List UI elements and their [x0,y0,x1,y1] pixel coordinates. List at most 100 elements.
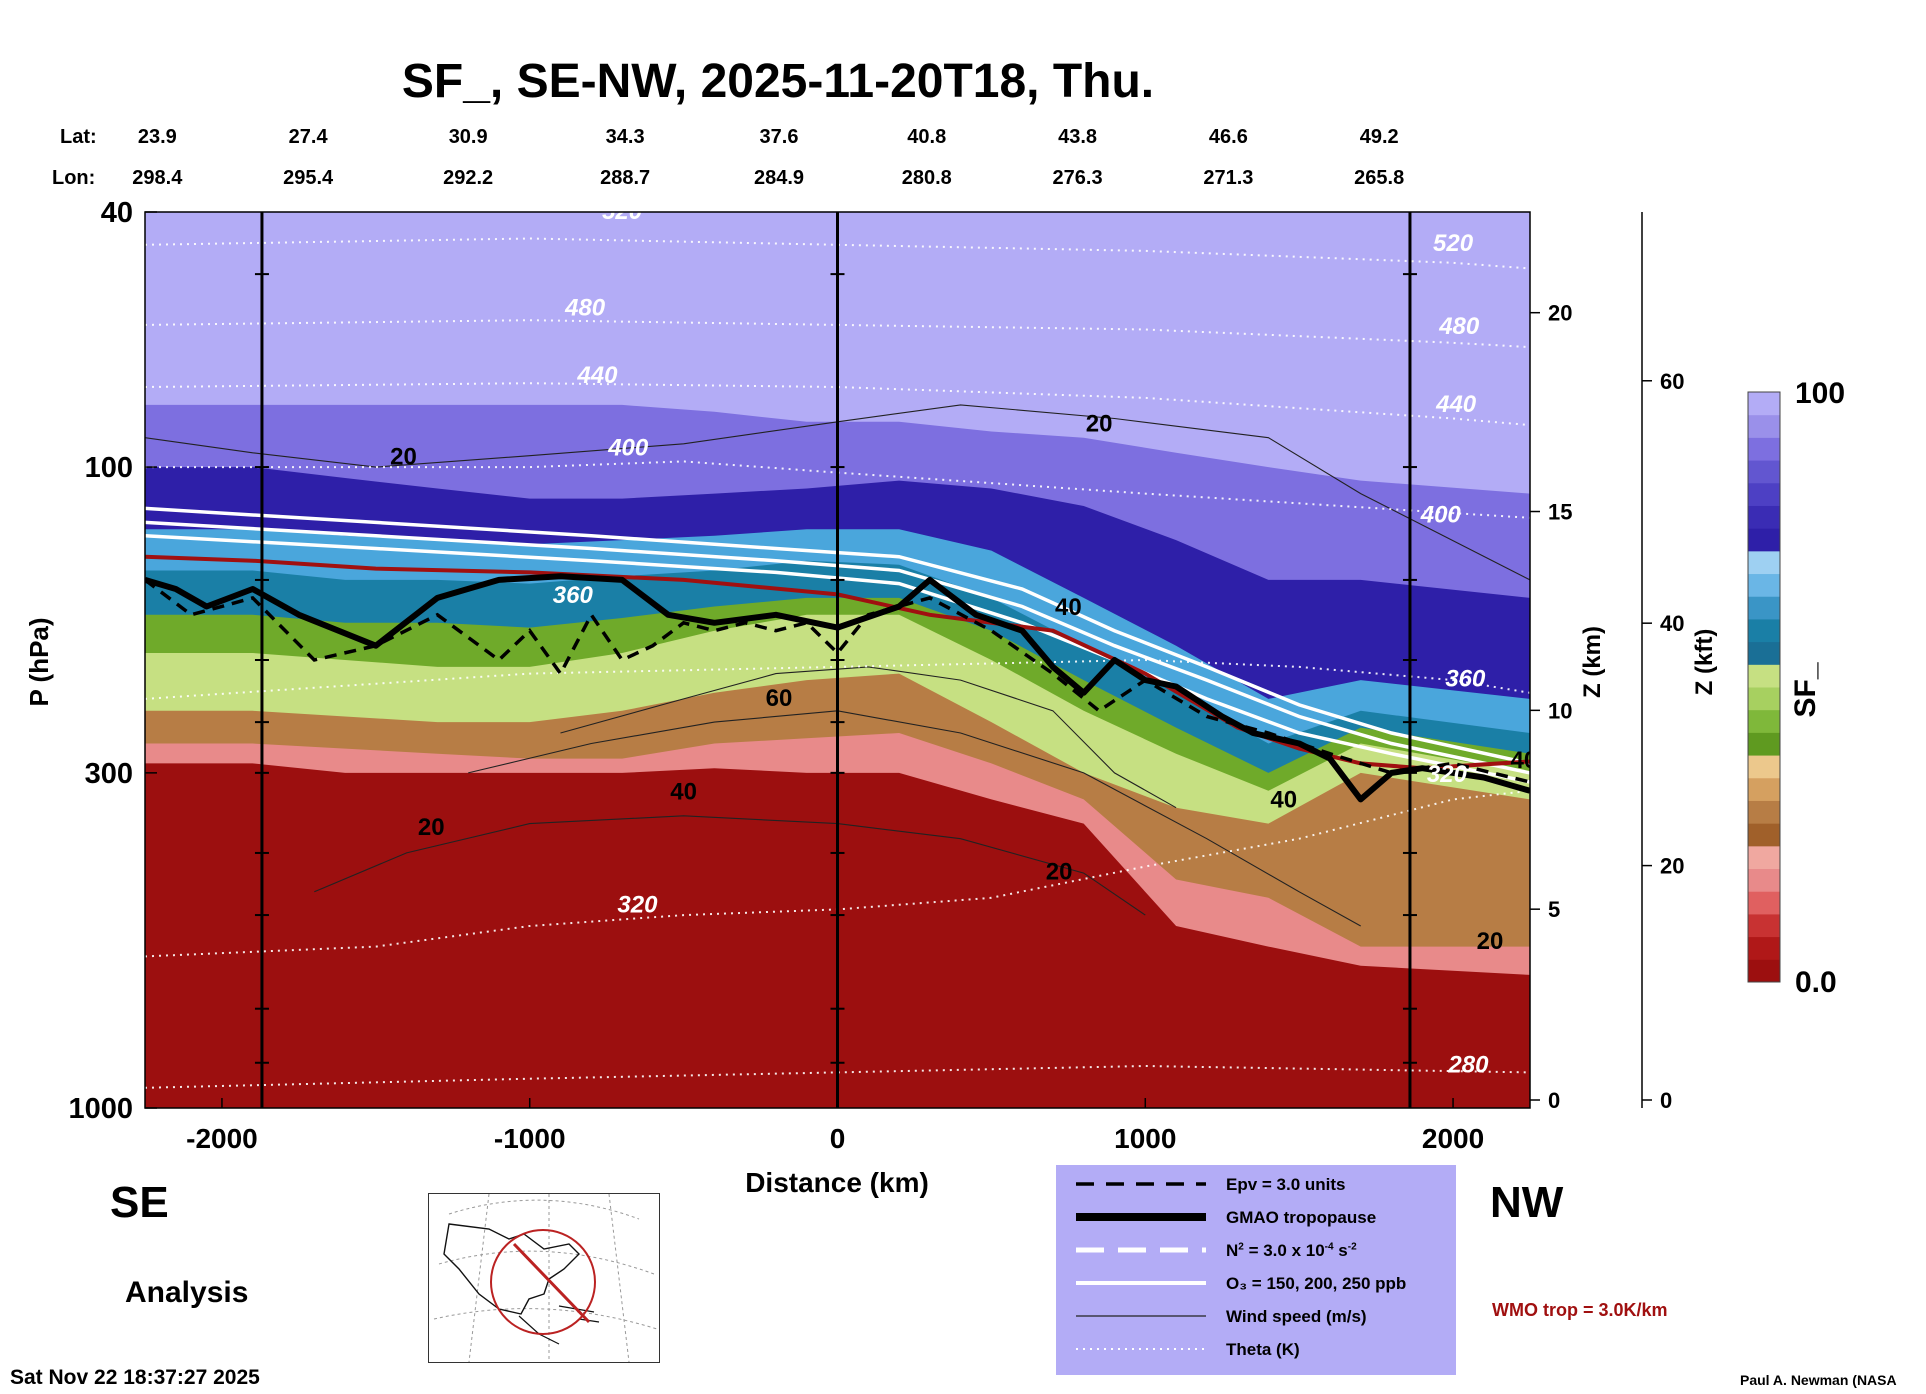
z-km-tick-label: 5 [1548,897,1560,922]
legend-label-ozone: O₃ = 150, 200, 250 ppb [1226,1274,1407,1293]
colorbar-segment [1748,687,1780,711]
n2-swatch [1076,1247,1206,1253]
wind-label: 60 [766,685,793,712]
theta-label: 360 [1445,666,1486,693]
epv-line [145,578,1530,784]
x-tick-label: 0 [830,1123,846,1154]
tropopause-swatch [1076,1213,1206,1221]
x-tick-label: 2000 [1422,1123,1484,1154]
ozone-contour [145,520,1530,775]
colorbar-frame [1747,391,1781,983]
lon-value: 298.4 [132,167,183,189]
y-tick-label: 300 [85,758,133,790]
lat-value: 37.6 [760,126,799,148]
theta-label: 400 [1420,501,1462,528]
theta-label: 480 [564,294,606,321]
lat-value: 46.6 [1209,126,1248,148]
colorbar-segment [1748,664,1780,688]
y-tick-label: 1000 [68,1093,133,1125]
theta-label: 440 [576,362,618,389]
legend-item-theta: Theta (K) [1056,1336,1456,1362]
analysis-label: Analysis [125,1276,249,1309]
wind-contour [560,666,1177,809]
gmao-tropopause-path [145,573,1530,803]
colorbar-segment [1748,482,1780,506]
colorbar-segment [1748,800,1780,824]
theta-label: 480 [1438,313,1480,340]
lon-value: 271.3 [1203,167,1253,189]
legend-label-epv: Epv = 3.0 units [1226,1175,1346,1194]
theta-label: 520 [1433,230,1474,257]
colorbar-segment [1748,550,1780,575]
x-axis-title: Distance (km) [745,1167,929,1198]
legend: Epv = 3.0 units GMAO tropopause N2 = 3.0… [1056,1165,1456,1375]
y-tick-label: 40 [101,197,133,229]
z-kft-tick-label: 20 [1660,854,1684,879]
colorbar-segment [1748,641,1780,665]
theta-label: 400 [607,435,649,462]
z-kft-tick-label: 40 [1660,611,1684,636]
theta-label: 280 [1447,1051,1489,1078]
theta-label: 440 [1435,391,1477,418]
wind-label: 20 [1046,858,1073,885]
contour-labels: 520 480 440 400 360 320 520 480 440 400 360 320 280 2… [390,212,1537,1078]
wind-contour [314,815,1146,916]
y-tick-label: 100 [85,452,133,484]
ozone-swatch [1076,1281,1206,1285]
colorbar-segment [1748,596,1780,620]
theta-contour [145,658,1530,700]
wind-label: 40 [1270,787,1297,814]
legend-label-tropopause: GMAO tropopause [1226,1208,1377,1227]
legend-item-wind: Wind speed (m/s) [1056,1303,1456,1329]
lon-value: 292.2 [443,167,493,189]
ozone-contour [145,534,1530,784]
colorbar-segment [1748,392,1780,416]
lon-value: 288.7 [600,167,650,189]
lat-row-label: Lat: [60,126,97,148]
lon-value: 280.8 [902,167,952,189]
plot-area: 520 480 440 400 360 320 520 480 440 400 360 320 280 2… [145,212,1537,1108]
lat-value: 40.8 [907,126,946,148]
legend-item-tropopause: GMAO tropopause [1056,1204,1456,1230]
theta-label: 360 [553,582,594,609]
legend-label-n2: N2 = 3.0 x 10-4 s-2 [1226,1241,1357,1260]
colorbar-segment [1748,709,1780,733]
wind-label: 20 [418,814,445,841]
inset-map-graphic [433,1193,658,1363]
theta-label: 320 [1427,761,1468,788]
colorbar-segment [1748,868,1780,892]
wind-label: 40 [1055,594,1082,621]
chart-title: SF_, SE-NW, 2025-11-20T18, Thu. [402,55,1154,108]
ozone-contour [145,506,1530,766]
colorbar-segment [1748,732,1780,756]
wind-label: 20 [390,443,417,470]
lat-value: 49.2 [1360,126,1399,148]
theta-label: 320 [617,891,658,918]
theta-contour [145,789,1530,958]
gmao-tropopause-line [145,573,1530,803]
lat-value: 30.9 [449,126,488,148]
lat-value: 27.4 [289,126,329,148]
vertical-section-lines [254,212,1417,1108]
lon-value: 265.8 [1354,167,1404,189]
colorbar-segment [1748,845,1780,870]
colorbar-min-label: 0.0 [1795,966,1837,999]
colorbar-segment [1748,528,1780,552]
z-km-tick-label: 15 [1548,500,1572,525]
colorbar-segment [1748,414,1780,438]
colorbar-title: SF_ [1789,662,1822,717]
colorbar-segment [1748,505,1780,529]
wind-label: 40 [670,778,697,805]
wind-label: 40 [1510,747,1537,774]
z-kft-axis-title: Z (kft) [1691,629,1718,696]
wind-label: 20 [1086,410,1113,437]
wind-label: 20 [1477,928,1504,955]
epv-path [145,578,1530,784]
x-tick-label: -2000 [186,1123,258,1154]
colorbar-segment [1748,437,1780,461]
legend-item-n2: N2 = 3.0 x 10-4 s-2 [1056,1237,1456,1263]
y-axis-pressure: 40 100 300 1000 [68,197,157,1125]
legend-item-ozone: O₃ = 150, 200, 250 ppb [1056,1270,1456,1296]
colorbar [1747,391,1781,983]
